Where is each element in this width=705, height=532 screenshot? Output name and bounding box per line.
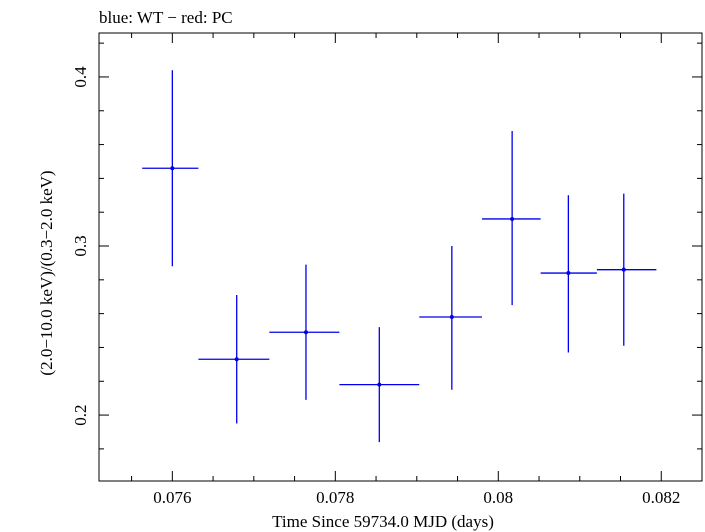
data-point <box>142 70 199 267</box>
data-series <box>142 70 657 443</box>
y-axis: 0.2 0.3 0.4 <box>71 42 702 450</box>
data-point <box>339 327 420 443</box>
point-marker <box>303 330 308 335</box>
point-marker <box>621 267 626 272</box>
y-tick-label: 0.2 <box>71 404 90 425</box>
y-tick-label: 0.3 <box>71 235 90 256</box>
plot-frame <box>98 32 703 482</box>
data-point <box>419 246 482 390</box>
point-marker <box>566 271 571 276</box>
point-marker <box>377 382 382 387</box>
point-marker <box>510 216 515 221</box>
chart-title: blue: WT − red: PC <box>99 8 233 27</box>
x-tick-label: 0.076 <box>153 488 191 507</box>
point-marker <box>170 166 175 171</box>
point-marker <box>234 357 239 362</box>
x-tick-label: 0.082 <box>642 488 680 507</box>
data-point <box>269 264 340 400</box>
point-marker <box>449 315 454 320</box>
data-point <box>481 131 541 306</box>
y-axis-label: (2.0−10.0 keV)/(0.3−2.0 keV) <box>37 170 56 375</box>
data-point <box>596 193 657 346</box>
data-point <box>198 295 270 424</box>
x-axis: 0.076 0.078 0.08 0.082 <box>131 33 703 507</box>
data-point <box>540 195 597 353</box>
x-tick-label: 0.078 <box>316 488 354 507</box>
x-axis-label: Time Since 59734.0 MJD (days) <box>272 512 494 531</box>
y-tick-label: 0.4 <box>71 66 90 88</box>
x-tick-label: 0.08 <box>483 488 513 507</box>
